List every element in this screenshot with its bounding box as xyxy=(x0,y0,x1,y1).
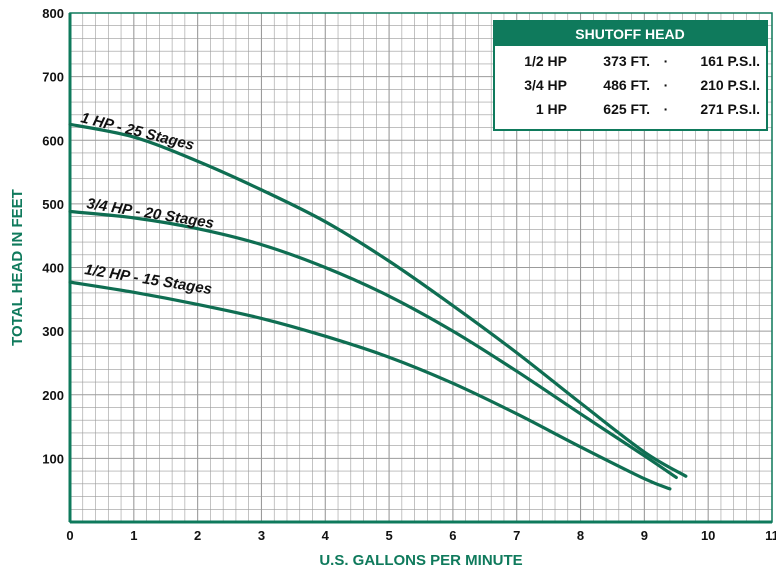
table-row-hp: 1/2 HP xyxy=(524,53,567,69)
y-tick-label: 800 xyxy=(42,6,64,21)
y-tick-label: 200 xyxy=(42,388,64,403)
table-title: SHUTOFF HEAD xyxy=(575,26,684,42)
table-row-hp: 1 HP xyxy=(536,101,567,117)
y-tick-label: 500 xyxy=(42,197,64,212)
table-row-psi: 271 P.S.I. xyxy=(700,101,760,117)
x-tick-label: 7 xyxy=(513,528,520,543)
curve-series-1 xyxy=(68,209,678,480)
y-tick-label: 400 xyxy=(42,261,64,276)
x-tick-label: 11 xyxy=(765,528,776,543)
x-tick-label: 8 xyxy=(577,528,584,543)
curve-label-3-4hp: 3/4 HP - 20 Stages xyxy=(85,195,215,232)
table-row-psi: 210 P.S.I. xyxy=(700,77,760,93)
x-tick-label: 9 xyxy=(641,528,648,543)
table-row-ft: 373 FT. xyxy=(603,53,650,69)
x-tick-label: 0 xyxy=(66,528,73,543)
table-row-sep: · xyxy=(664,101,669,117)
curve-series-2 xyxy=(68,280,672,491)
table-header-bg xyxy=(494,21,767,46)
table-row-ft: 625 FT. xyxy=(603,101,650,117)
x-tick-label: 2 xyxy=(194,528,201,543)
curve-label-1hp: 1 HP - 25 Stages xyxy=(79,109,196,154)
y-tick-label: 300 xyxy=(42,324,64,339)
x-tick-label: 3 xyxy=(258,528,265,543)
x-tick-label: 10 xyxy=(701,528,715,543)
x-axis-title: U.S. GALLONS PER MINUTE xyxy=(319,552,522,569)
y-tick-label: 600 xyxy=(42,133,64,148)
table-row-sep: · xyxy=(664,53,669,69)
y-axis-title: TOTAL HEAD IN FEET xyxy=(9,189,26,346)
plot-frame xyxy=(69,12,773,523)
x-tick-label: 1 xyxy=(130,528,137,543)
y-tick-label: 100 xyxy=(42,451,64,466)
curve-label-1-2hp: 1/2 HP - 15 Stages xyxy=(83,261,213,298)
table-row-ft: 486 FT. xyxy=(603,77,650,93)
performance-curves xyxy=(68,122,688,491)
y-tick-label: 700 xyxy=(42,70,64,85)
table-row-hp: 3/4 HP xyxy=(524,77,567,93)
x-tick-label: 6 xyxy=(449,528,456,543)
shutoff-head-table: SHUTOFF HEAD 1/2 HP 373 FT. · 161 P.S.I.… xyxy=(493,20,768,131)
curve-series-0 xyxy=(68,122,688,478)
x-tick-label: 4 xyxy=(322,528,330,543)
table-row-psi: 161 P.S.I. xyxy=(700,53,760,69)
axis-ticks: 0 1 2 3 4 5 6 7 8 9 10 11 100 200 300 400 500 600 700 800 xyxy=(42,6,776,543)
table-row-sep: · xyxy=(664,77,669,93)
x-tick-label: 5 xyxy=(385,528,392,543)
